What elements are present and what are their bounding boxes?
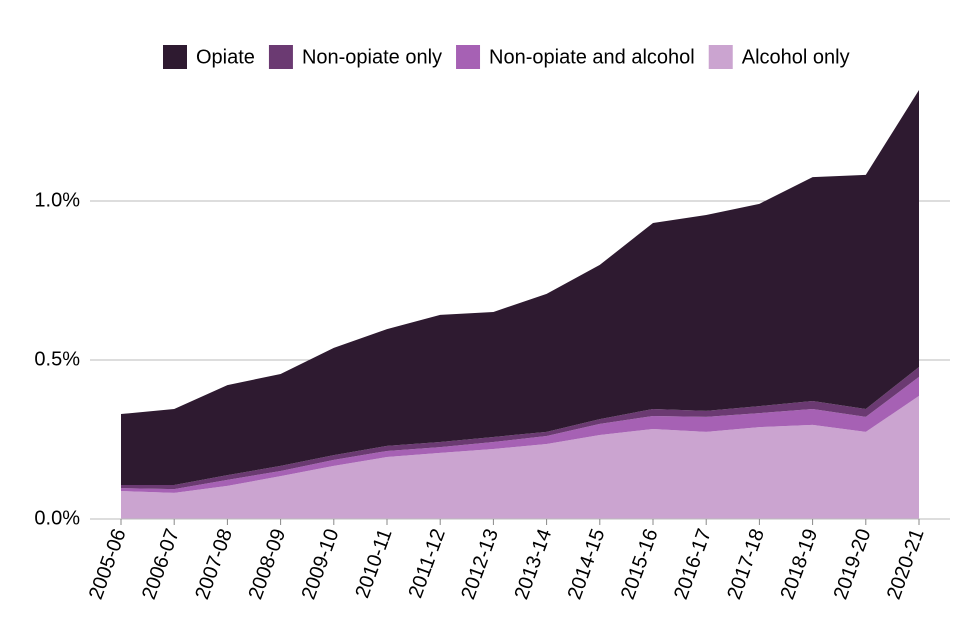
area xyxy=(121,395,919,519)
x-tick-label: 2016-17 xyxy=(670,526,716,603)
x-tick-label: 2018-19 xyxy=(776,526,822,603)
x-tick-label: 2013-14 xyxy=(510,526,556,603)
area xyxy=(121,90,919,485)
legend-swatch xyxy=(456,45,481,69)
x-tick-label: 2010-11 xyxy=(351,526,396,601)
x-tick-label: 2020-21 xyxy=(883,526,929,603)
area xyxy=(121,376,919,493)
legend-label: Alcohol only xyxy=(742,46,850,68)
legend-swatch xyxy=(268,45,293,69)
x-tick-label: 2017-18 xyxy=(723,526,769,603)
y-tick-label: 0.5% xyxy=(34,348,80,370)
x-tick-label: 2014-15 xyxy=(564,526,610,603)
area xyxy=(121,366,919,490)
y-tick-label: 1.0% xyxy=(34,189,80,211)
x-tick-label: 2007-08 xyxy=(191,526,237,603)
legend-label: Non-opiate and alcohol xyxy=(489,46,695,68)
x-tick-label: 2009-10 xyxy=(298,526,344,603)
x-tick-label: 2019-20 xyxy=(830,526,876,603)
x-tick-label: 2005-06 xyxy=(85,526,131,603)
legend-swatch xyxy=(163,45,187,69)
legend-label: Opiate xyxy=(196,46,255,68)
x-tick-label: 2011-12 xyxy=(405,526,450,601)
x-tick-label: 2008-09 xyxy=(244,526,290,603)
x-tick-label: 2012-13 xyxy=(457,526,503,603)
y-tick-label: 0.0% xyxy=(34,507,80,529)
x-tick-label: 2015-16 xyxy=(617,526,663,603)
legend-swatch xyxy=(708,45,733,69)
legend-label: Non-opiate only xyxy=(302,46,442,68)
x-tick-label: 2006-07 xyxy=(138,526,184,603)
